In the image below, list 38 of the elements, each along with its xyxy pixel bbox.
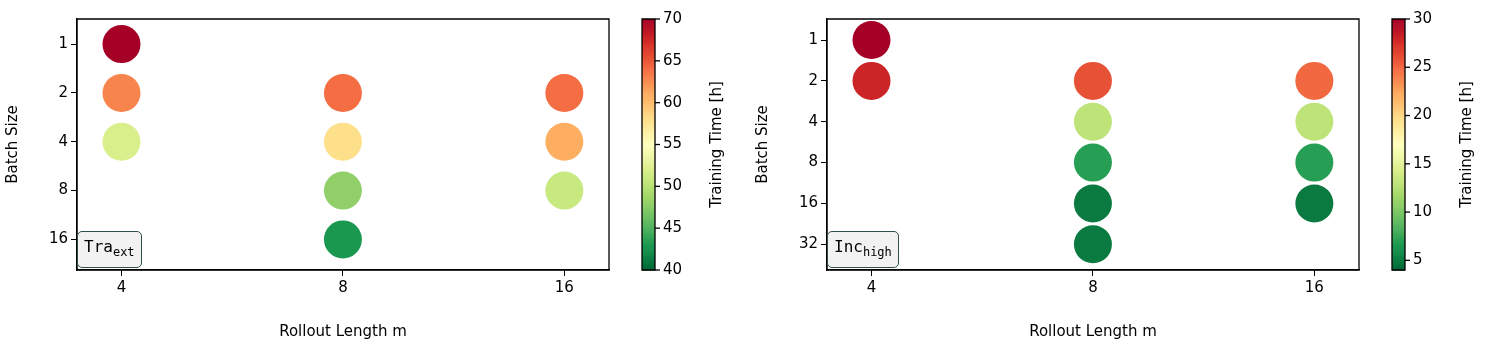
color-bar-label: 40 [663, 259, 683, 278]
color-bar-label: 5 [1413, 250, 1423, 269]
color-bar-label: 70 [663, 8, 683, 27]
color-bar-label: 65 [663, 50, 683, 69]
color-bar-label: 30 [1413, 8, 1433, 27]
annotation: Tra$_{ext}$ [77, 230, 142, 268]
y-tick-label: 16 [48, 229, 68, 248]
x-tick-label: 16 [1304, 277, 1324, 296]
color-bar-label: 25 [1413, 57, 1433, 76]
y-axis-title: Batch Size [752, 105, 771, 184]
color-bar-label: 45 [663, 218, 683, 237]
color-bar-title: Training Time [h] [1456, 81, 1475, 209]
y-tick-label: 2 [808, 70, 818, 89]
y-axis-title: Batch Size [2, 105, 21, 184]
x-tick-label: 4 [866, 277, 877, 296]
y-tick-label: 1 [808, 29, 818, 48]
y-tick-label: 8 [58, 180, 68, 199]
annotation: Inc$_{high}$ [827, 230, 899, 268]
x-tick-label: 4 [116, 277, 127, 296]
y-tick-label: 32 [798, 234, 818, 253]
x-axis-title: Rollout Length m [1029, 321, 1157, 340]
color-bar-title: Training Time [h] [706, 81, 725, 209]
x-tick-label: 8 [338, 277, 348, 296]
y-tick-label: 16 [798, 193, 818, 212]
color-bar-label: 20 [1413, 105, 1433, 124]
y-tick-label: 4 [58, 131, 68, 150]
y-tick-label: 4 [808, 111, 818, 130]
color-bar-label: 50 [663, 176, 683, 195]
y-tick-label: 8 [808, 152, 818, 171]
color-bar-label: 55 [663, 134, 683, 153]
y-tick-label: 1 [58, 34, 68, 53]
color-bar-label: 15 [1413, 153, 1433, 172]
color-bar-label: 60 [663, 92, 683, 111]
x-tick-label: 8 [1088, 277, 1098, 296]
color-bar-label: 10 [1413, 201, 1433, 220]
x-tick-label: 16 [554, 277, 574, 296]
x-axis-title: Rollout Length m [279, 321, 407, 340]
y-tick-label: 2 [58, 82, 68, 101]
